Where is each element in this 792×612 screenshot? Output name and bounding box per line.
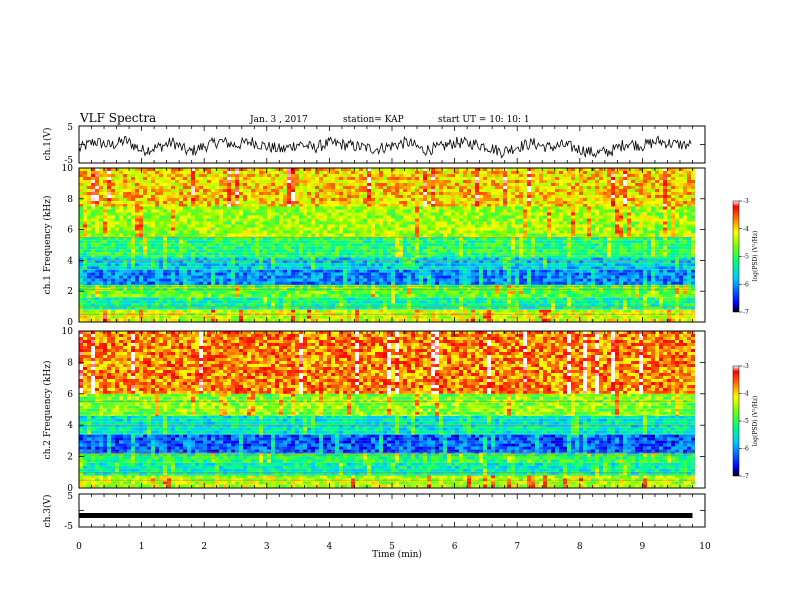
ch2-spectrogram-band [79,475,695,488]
ch1-spectrogram-ylabel: ch.1 Frequency (kHz) [42,196,53,295]
ch2-spectrogram-ytick: 6 [67,390,73,400]
x-axis-label: Time (min) [372,549,422,560]
panel-ch3-waveform: 5 -5 ch.3(V) [42,492,706,532]
ch1-spectrogram-yticklabels: 0 2 4 6 8 10 [62,164,74,328]
ch1-colorbar-ticks: -3 -4 -5 -6 -7 [739,198,749,316]
ch2-colorbar-ticks: -3 -4 -5 -6 -7 [739,363,749,480]
ch2-colorbar-ticklabel: -5 [743,418,749,425]
figure-title: VLF Spectra [79,111,156,125]
ch2-spectrogram-image [79,331,705,488]
ch2-colorbar: -3 -4 -5 -6 -7 log(PSD) (V²/Hz) [732,363,759,480]
ch2-spectrogram-ytick: 10 [62,327,74,337]
ch2-colorbar-ticklabel: -7 [743,473,749,480]
ch1-spectrogram-band [79,269,695,285]
ch2-spectrogram-yticklabels: 0 2 4 6 8 10 [62,327,74,494]
x-axis-ticklabel: 5 [389,542,395,552]
ch2-spectrogram-ytick: 2 [67,453,73,463]
ch2-colorbar-ticklabel: -6 [743,446,749,453]
ch1-waveform-trace [78,135,692,159]
station-label: station= KAP [343,115,404,125]
x-axis-ticklabel: 10 [699,542,711,552]
ch3-ytick-5: 5 [67,492,73,502]
x-axis-ticklabels: 0 1 2 3 4 5 6 7 8 9 10 [76,542,711,552]
ch1-colorbar-label: log(PSD) (V²/Hz) [752,231,759,282]
ch2-spectrogram-band [79,462,695,476]
ch2-spectrogram-ytick: 0 [67,484,73,494]
ch3-waveform-ylabel: ch.3(V) [42,495,53,528]
ch1-waveform-ylabel: ch.1(V) [42,128,53,161]
ch1-waveform-line [78,135,692,159]
ch1-spectrogram-ytick: 4 [67,256,73,266]
ch1-spectrogram-band [79,237,695,258]
panel-ch1-spectrogram: 0 2 4 6 8 10 ch.1 Frequency (kHz) -3 -4 -5 -6 -7 … [42,164,759,328]
ch3-ytick-minus5: -5 [64,522,73,532]
ch2-spectrogram-band [79,331,695,394]
panel-ch1-waveform: 5 -5 ch.1(V) [42,123,706,166]
ch2-colorbar-scale [732,365,740,477]
ch1-colorbar-ticklabel: -7 [743,309,749,316]
ch1-ytick-5: 5 [67,123,73,133]
ch3-waveform-ticks [78,494,706,527]
ch1-spectrogram-band [79,168,695,207]
ch2-colorbar-ticklabel: -3 [743,363,749,370]
ch2-colorbar-label: log(PSD) (V²/Hz) [752,396,759,447]
ch2-spectrogram-ylabel: ch.2 Frequency (kHz) [42,361,53,460]
ch1-colorbar-ticklabel: -5 [743,254,749,261]
ch2-colorbar-ticklabel: -4 [743,391,749,398]
ch1-colorbar: -3 -4 -5 -6 -7 log(PSD) (V²/Hz) [732,198,759,316]
start-time-label: start UT = 10: 10: 1 [438,115,530,125]
figure-header: VLF Spectra Jan. 3 , 2017 station= KAP s… [79,111,530,125]
ch1-spectrogram-ticks [78,168,706,322]
ch2-spectrogram-band [79,393,695,416]
x-axis-ticklabel: 0 [76,542,82,552]
ch1-waveform-ticks [78,126,706,163]
ch2-spectrogram-band [79,415,695,435]
ch2-spectrogram-ticks [78,331,706,488]
x-axis-ticklabel: 3 [264,542,270,552]
x-axis-ticklabel: 2 [201,542,207,552]
ch1-spectrogram-ytick: 0 [67,318,73,328]
x-axis-ticklabel: 1 [139,542,145,552]
ch1-spectrogram-ytick: 2 [67,287,73,297]
ch1-spectrogram-band [79,297,695,310]
ch1-spectrogram-band [79,257,695,270]
ch1-spectrogram-ytick: 10 [62,164,74,174]
x-axis-ticklabel: 7 [514,542,520,552]
x-axis-ticklabel: 9 [640,542,646,552]
ch1-spectrogram-image [79,168,705,322]
ch1-spectrogram-ytick: 8 [67,195,73,205]
ch1-colorbar-ticklabel: -3 [743,198,749,205]
x-axis-ticklabel: 8 [577,542,583,552]
ch1-spectrogram-band [79,206,695,238]
panel-ch2-spectrogram: 0 2 4 6 8 10 ch.2 Frequency (kHz) -3 -4 -5 -6 -7 … [42,327,759,494]
x-axis-ticklabel: 4 [327,542,333,552]
ch2-spectrogram-band [79,434,695,454]
ch2-spectrogram-ytick: 4 [67,421,73,431]
ch1-spectrogram-ytick: 6 [67,226,73,236]
ch2-spectrogram-ytick: 8 [67,358,73,368]
ch1-colorbar-scale [732,200,740,313]
ch1-spectrogram-band [79,309,695,322]
ch1-colorbar-ticklabel: -4 [743,226,749,233]
ch1-ytick-minus5: -5 [64,156,73,166]
ch1-colorbar-ticklabel: -6 [743,281,749,288]
x-axis-ticklabel: 6 [452,542,458,552]
date-label: Jan. 3 , 2017 [249,115,308,125]
